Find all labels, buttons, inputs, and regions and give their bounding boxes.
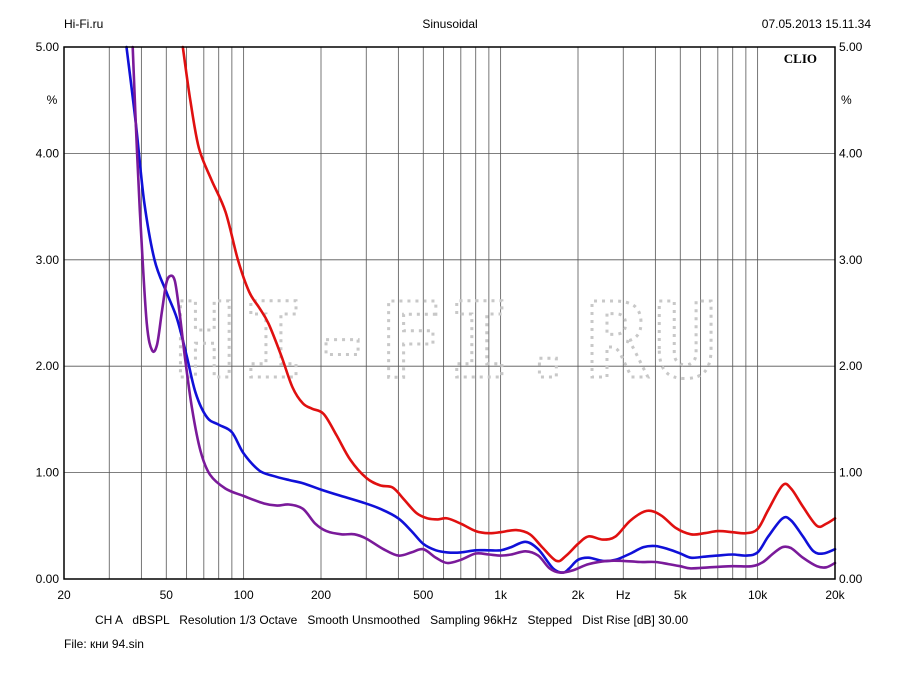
y-tick-labels-right: 0.00 1.00 2.00 3.00 4.00% 5.00 xyxy=(839,40,863,586)
series-layer xyxy=(125,45,837,574)
x-tick-label: 200 xyxy=(311,588,331,602)
x-tick-label: 5k xyxy=(674,588,688,602)
x-tick-label: Hz xyxy=(616,588,631,602)
x-tick-label: 1k xyxy=(494,588,508,602)
y-tick-labels-left: 0.00 1.00 2.00 3.00 4.00% 5.00 xyxy=(36,40,60,586)
series-red-line xyxy=(181,45,837,563)
y-tick-label-right: 3.00 xyxy=(839,253,863,267)
y-tick-label-right: 5.00 xyxy=(839,40,863,54)
y-tick-label-right: % xyxy=(841,93,852,107)
series-blue-line xyxy=(125,45,837,574)
y-tick-label-right: 0.00 xyxy=(839,572,863,586)
footer-file: File: кни 94.sin xyxy=(64,637,144,651)
y-tick-label-left: 2.00 xyxy=(36,359,60,373)
brand-label: CLIO xyxy=(784,51,817,66)
x-tick-label: 500 xyxy=(413,588,433,602)
y-tick-label-left: 5.00 xyxy=(36,40,60,54)
x-tick-label: 20 xyxy=(57,588,71,602)
y-tick-label-left: 1.00 xyxy=(36,466,60,480)
y-tick-label-left: 3.00 xyxy=(36,253,60,267)
watermark: HI-FI.RU xyxy=(174,280,723,402)
x-tick-label: 2k xyxy=(572,588,586,602)
footer-settings: CH A dBSPL Resolution 1/3 Octave Smooth … xyxy=(95,613,689,627)
x-tick-labels: 20 50 100 200 500 1k 2k Hz 5k 10k 20k xyxy=(57,588,845,602)
x-tick-label: 20k xyxy=(825,588,845,602)
header-datetime: 07.05.2013 15.11.34 xyxy=(761,17,871,31)
x-tick-label: 100 xyxy=(234,588,254,602)
series-purple-line xyxy=(131,45,837,574)
y-tick-label-right: 1.00 xyxy=(839,466,863,480)
plot-frame xyxy=(63,46,836,580)
header-site: Hi-Fi.ru xyxy=(64,17,104,31)
y-tick-label-left: 4.00 xyxy=(36,146,60,160)
x-tick-label: 10k xyxy=(748,588,768,602)
x-tick-label: 50 xyxy=(160,588,174,602)
header-mode: Sinusoidal xyxy=(422,17,478,31)
y-tick-label-right: 2.00 xyxy=(839,359,863,373)
y-tick-label-left: % xyxy=(47,93,58,107)
y-tick-label-right: 4.00 xyxy=(839,146,863,160)
y-tick-label-left: 0.00 xyxy=(36,572,60,586)
